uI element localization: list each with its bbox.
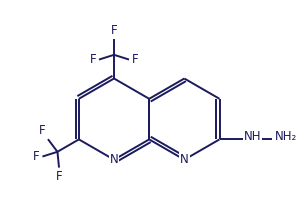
Text: F: F xyxy=(33,150,39,163)
Text: NH: NH xyxy=(244,130,261,143)
Text: F: F xyxy=(56,170,62,183)
Text: F: F xyxy=(132,53,138,66)
Text: F: F xyxy=(90,53,96,66)
Text: F: F xyxy=(39,124,46,137)
Text: NH₂: NH₂ xyxy=(275,130,297,143)
Text: F: F xyxy=(111,24,117,37)
Text: N: N xyxy=(110,153,119,166)
Text: N: N xyxy=(180,153,189,166)
